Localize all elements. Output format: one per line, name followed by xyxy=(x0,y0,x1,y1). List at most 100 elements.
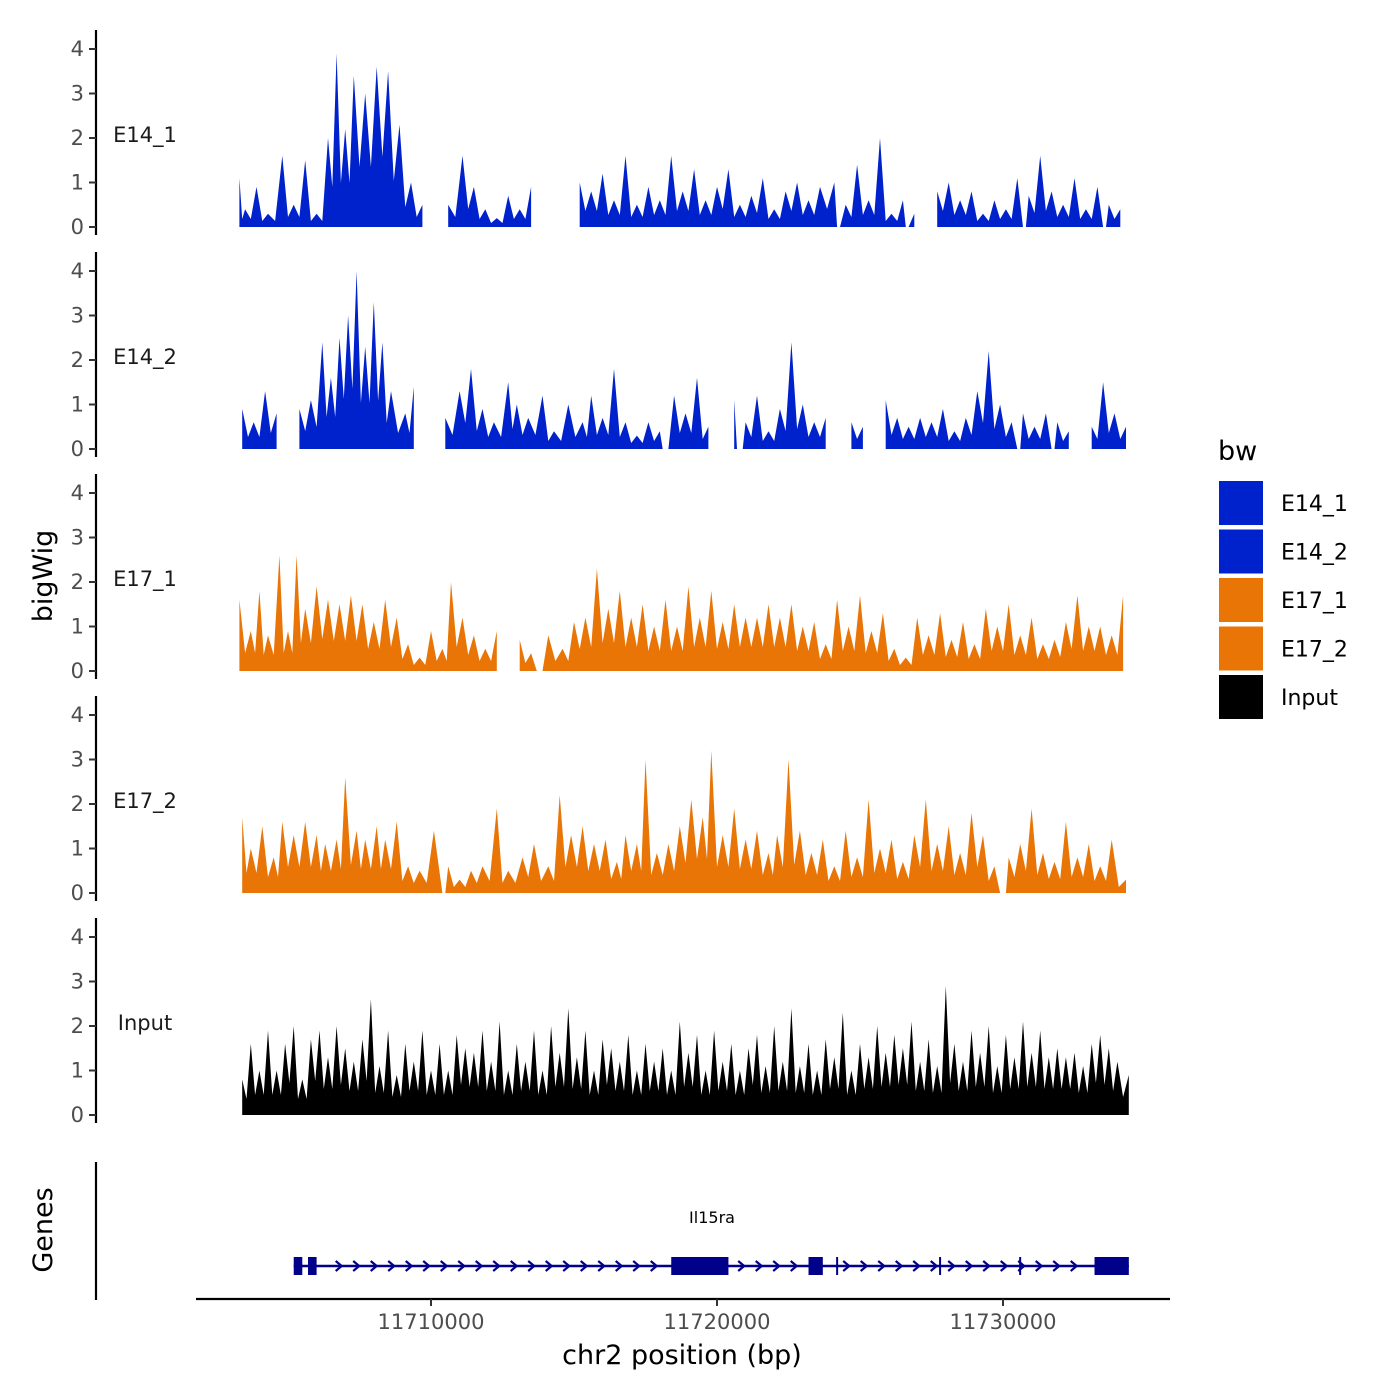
signal-area xyxy=(668,377,709,449)
signal-area xyxy=(840,138,906,227)
strand-arrow xyxy=(334,1260,344,1272)
legend-title: bw xyxy=(1218,436,1257,467)
strand-arrow xyxy=(772,1260,781,1272)
signal-area xyxy=(937,178,1023,227)
legend-swatch xyxy=(1219,626,1263,671)
gene-label: Il15ra xyxy=(689,1208,735,1227)
gene-exon xyxy=(1094,1257,1129,1275)
strand-arrow xyxy=(947,1260,956,1272)
legend-swatch xyxy=(1219,578,1263,622)
strand-arrow xyxy=(597,1260,606,1272)
gene-exon xyxy=(293,1257,303,1275)
track-E17_2: 0 1 2 3 4 E17_2 xyxy=(71,696,1126,905)
strand-arrow xyxy=(422,1260,431,1272)
y-tick-label: 2 xyxy=(71,792,84,816)
y-axis-title: bigWig xyxy=(28,530,59,623)
strand-arrow xyxy=(614,1260,624,1272)
legend-label: E14_1 xyxy=(1281,492,1348,517)
signal-area xyxy=(1025,155,1104,227)
x-axis: 11710000 11720000 11730000 chr2 position (… xyxy=(196,1297,1170,1371)
strand-arrow xyxy=(649,1260,659,1272)
y-tick-label: 2 xyxy=(71,348,84,372)
y-tick-label: 3 xyxy=(71,748,84,772)
track-E17_1: 0 1 2 3 4 E17_1 xyxy=(71,474,1124,683)
strand-arrow xyxy=(877,1260,886,1272)
legend-swatch xyxy=(1219,481,1263,525)
strand-arrow xyxy=(579,1260,589,1272)
track-label: E17_1 xyxy=(113,567,177,592)
gene-model xyxy=(293,1257,1129,1275)
legend-label: E17_2 xyxy=(1281,638,1348,663)
y-tick-label: 3 xyxy=(71,304,84,328)
gene-exon xyxy=(308,1257,317,1275)
y-tick-label: 2 xyxy=(71,570,84,594)
signal-area xyxy=(1091,382,1126,449)
track-Input: 0 1 2 3 4 Input xyxy=(71,918,1129,1127)
signal-area xyxy=(908,213,915,227)
strand-arrow xyxy=(1052,1260,1061,1272)
strand-arrow xyxy=(352,1260,361,1272)
y-tick-label: 1 xyxy=(71,615,84,639)
signal-area xyxy=(242,777,443,893)
x-axis-title: chr2 position (bp) xyxy=(562,1340,802,1371)
strand-arrow xyxy=(527,1260,536,1272)
y-tick-label: 0 xyxy=(71,659,84,683)
strand-arrow xyxy=(789,1260,799,1272)
strand-arrow xyxy=(964,1260,974,1272)
strand-arrow xyxy=(982,1260,991,1272)
strand-arrow xyxy=(842,1260,851,1272)
y-tick-label: 1 xyxy=(71,1059,84,1083)
strand-arrow xyxy=(999,1260,1009,1272)
y-tick-label: 0 xyxy=(71,1103,84,1127)
legend-label: E17_1 xyxy=(1281,589,1348,614)
signal-area xyxy=(579,155,838,227)
signal-area xyxy=(445,368,663,449)
signal-area xyxy=(1106,204,1121,227)
track-label: E17_2 xyxy=(113,789,177,814)
legend-swatch xyxy=(1219,529,1263,574)
signal-area xyxy=(851,422,863,449)
x-ticks: 11710000 11720000 11730000 xyxy=(378,1299,1056,1334)
y-tick-label: 1 xyxy=(71,837,84,861)
gene-exon xyxy=(671,1257,729,1275)
signal-area xyxy=(542,568,1124,671)
strand-arrow xyxy=(387,1260,396,1272)
y-tick-label: 1 xyxy=(71,393,84,417)
track-label: E14_2 xyxy=(113,345,177,370)
strand-arrow xyxy=(439,1260,449,1272)
legend-items: E14_1 E14_2 E17_1 E17_2 Input xyxy=(1219,481,1348,719)
signal-area xyxy=(239,53,423,227)
y-tick-label: 3 xyxy=(71,526,84,550)
y-tick-label: 0 xyxy=(71,215,84,239)
y-tick-label: 2 xyxy=(71,126,84,150)
strand-arrow xyxy=(859,1260,869,1272)
y-tick-label: 4 xyxy=(71,259,84,283)
y-tick-label: 4 xyxy=(71,481,84,505)
strand-arrow xyxy=(1069,1260,1079,1272)
signal-area xyxy=(445,750,1001,893)
legend-swatch xyxy=(1219,675,1263,719)
gene-exon xyxy=(808,1257,823,1275)
y-tick-label: 4 xyxy=(71,703,84,727)
genes-panel: Il15ra Genes xyxy=(28,1162,1129,1300)
strand-arrow xyxy=(474,1260,484,1272)
legend-label: E14_2 xyxy=(1281,541,1348,566)
signal-area xyxy=(519,639,537,671)
x-tick-label: 11710000 xyxy=(378,1310,485,1334)
signal-area xyxy=(239,555,497,671)
strand-arrow xyxy=(562,1260,571,1272)
signal-area xyxy=(242,391,277,449)
y-tick-label: 4 xyxy=(71,37,84,61)
track-label: E14_1 xyxy=(113,123,177,148)
signal-area xyxy=(885,351,1018,449)
strand-arrow xyxy=(737,1260,746,1272)
y-tick-label: 2 xyxy=(71,1014,84,1038)
y-tick-label: 0 xyxy=(71,437,84,461)
y-tick-label: 3 xyxy=(71,970,84,994)
tracks-layer: 0 1 2 3 4 E14_1 0 1 2 3 4 E14_2 0 1 2 3 4 E17_1 0 1 2 3 4 E17_2… xyxy=(71,30,1129,1127)
y-tick-label: 3 xyxy=(71,82,84,106)
signal-area xyxy=(734,400,737,449)
strand-arrow xyxy=(509,1260,519,1272)
signal-area xyxy=(1020,413,1052,449)
